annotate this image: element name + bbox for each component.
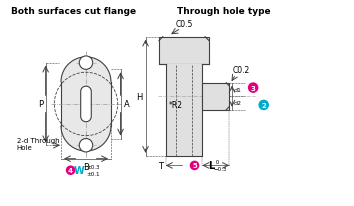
Text: *R2: *R2: [169, 101, 183, 110]
Text: ±0.1: ±0.1: [86, 171, 99, 176]
Text: 2: 2: [261, 102, 266, 108]
Text: 5: 5: [192, 163, 197, 169]
Text: ±0.3: ±0.3: [86, 164, 99, 169]
Circle shape: [248, 83, 258, 94]
Text: P: P: [38, 100, 43, 109]
Circle shape: [258, 100, 269, 111]
Text: W: W: [74, 165, 85, 175]
Bar: [159, 37, 209, 64]
Text: −0.3: −0.3: [214, 167, 227, 172]
Circle shape: [79, 139, 93, 152]
Text: d1: d1: [234, 88, 242, 92]
Text: 4: 4: [68, 167, 73, 173]
Text: Through hole type: Through hole type: [177, 7, 270, 16]
Text: 0: 0: [214, 159, 219, 164]
Text: T: T: [158, 161, 163, 170]
Circle shape: [79, 57, 93, 70]
Text: 2-d Through
Hole: 2-d Through Hole: [17, 137, 59, 150]
Text: H: H: [136, 92, 143, 101]
Polygon shape: [81, 87, 91, 122]
Polygon shape: [61, 58, 111, 151]
Text: C0.5: C0.5: [175, 20, 193, 29]
Text: B: B: [83, 162, 89, 171]
Bar: [202, 83, 229, 110]
Text: L: L: [208, 160, 214, 170]
Text: Both surfaces cut flange: Both surfaces cut flange: [11, 7, 136, 16]
Text: d2: d2: [234, 101, 242, 106]
Bar: [166, 64, 202, 156]
Text: A: A: [124, 100, 129, 109]
Text: C0.2: C0.2: [233, 66, 250, 75]
Circle shape: [66, 166, 75, 175]
Circle shape: [190, 161, 199, 170]
Text: 3: 3: [251, 85, 256, 91]
